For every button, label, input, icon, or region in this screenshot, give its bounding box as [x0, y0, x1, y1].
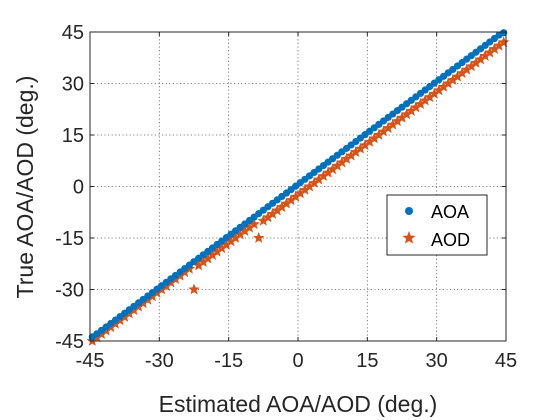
aod-point [437, 80, 450, 92]
aod-point [188, 283, 200, 295]
legend-aoa-marker [405, 207, 413, 215]
aod-point [456, 67, 468, 79]
aod-point [313, 173, 325, 185]
aod-point [299, 183, 311, 195]
aod-point [410, 101, 422, 113]
y-tick-label: -15 [55, 228, 84, 250]
aod-point [216, 242, 228, 254]
aod-point [373, 129, 385, 140]
aod-point [345, 149, 357, 161]
aod-point [340, 153, 353, 164]
aod-point [419, 94, 431, 106]
aod-point [396, 111, 408, 123]
aod-point [414, 98, 427, 109]
aod-point [202, 252, 214, 264]
legend: AOA AOD [386, 194, 488, 256]
legend-box [386, 194, 488, 256]
aod-point [451, 70, 464, 82]
x-tick-label: -45 [76, 350, 105, 372]
aod-point [461, 63, 473, 75]
aod-point [484, 46, 496, 58]
series-layer [86, 29, 510, 346]
aod-point [257, 214, 270, 226]
aod-point [322, 166, 334, 178]
aod-point [197, 256, 209, 267]
aod-point [326, 163, 339, 175]
aod-point [470, 56, 482, 68]
aod-point [377, 125, 390, 137]
aod-point [368, 132, 380, 144]
aod-point [465, 60, 478, 72]
aod-point [447, 74, 459, 85]
aod-point [243, 221, 256, 233]
aod-point [354, 142, 367, 154]
aod-point [308, 177, 320, 188]
y-tick-label: 45 [62, 22, 84, 44]
aod-point [433, 84, 445, 96]
legend-aod-label: AOD [431, 230, 470, 250]
aod-point [391, 115, 404, 127]
aod-point [331, 159, 343, 171]
aod-point [405, 104, 417, 116]
aod-point [262, 211, 274, 223]
legend-aoa-label: AOA [431, 202, 469, 222]
aod-point [206, 249, 219, 261]
axes: -45 -30 -15 0 15 30 45 -45 -30 -15 0 15 30 45 [55, 22, 517, 372]
aod-point [239, 225, 251, 236]
aod-point [382, 122, 394, 133]
aod-point [488, 43, 501, 55]
y-tick-label: 30 [62, 74, 84, 96]
aod-point [387, 118, 399, 130]
aod-point [303, 180, 316, 192]
aod-point [336, 156, 348, 168]
aod-point [363, 135, 376, 147]
aod-point [497, 36, 510, 48]
x-tick-label: -30 [145, 350, 174, 372]
x-axis-title: Estimated AOA/AOD (deg.) [159, 391, 438, 417]
aod-point [350, 146, 362, 158]
aod-point [211, 245, 223, 257]
aod-point [253, 232, 265, 243]
y-tick-label: 15 [62, 125, 84, 147]
aod-point [479, 50, 491, 61]
aod-point [266, 207, 279, 219]
aod-point [294, 187, 307, 199]
aod-point [229, 232, 242, 243]
x-tick-label: 45 [495, 350, 517, 372]
aod-point [442, 77, 454, 89]
aod-point [289, 190, 302, 202]
aod-point [280, 197, 293, 209]
aod-point [271, 204, 283, 216]
aod-point [248, 218, 260, 230]
legend-aod-marker [402, 231, 416, 244]
aod-point [234, 228, 246, 240]
y-tick-label: 0 [73, 177, 84, 199]
aod-point [192, 259, 205, 271]
aod-point [400, 108, 413, 120]
aod-point [424, 91, 436, 103]
aod-point [225, 235, 237, 247]
aod-point [276, 201, 288, 212]
aod-point [493, 39, 505, 51]
y-axis-title: True AOA/AOD (deg.) [12, 76, 38, 299]
aod-point [317, 170, 330, 182]
aod-point [428, 87, 441, 99]
aod-point [220, 238, 233, 250]
series-aoa [88, 29, 508, 341]
aod-point [285, 194, 297, 206]
x-tick-label: 15 [356, 350, 378, 372]
aoa-point [500, 29, 508, 37]
aod-point [474, 53, 487, 65]
x-tick-label: -15 [214, 350, 243, 372]
y-tick-label: -30 [55, 280, 84, 302]
aod-point [359, 139, 371, 151]
y-tick-label: -45 [55, 331, 84, 353]
x-tick-label: 30 [426, 350, 448, 372]
x-tick-label: 0 [292, 350, 303, 372]
